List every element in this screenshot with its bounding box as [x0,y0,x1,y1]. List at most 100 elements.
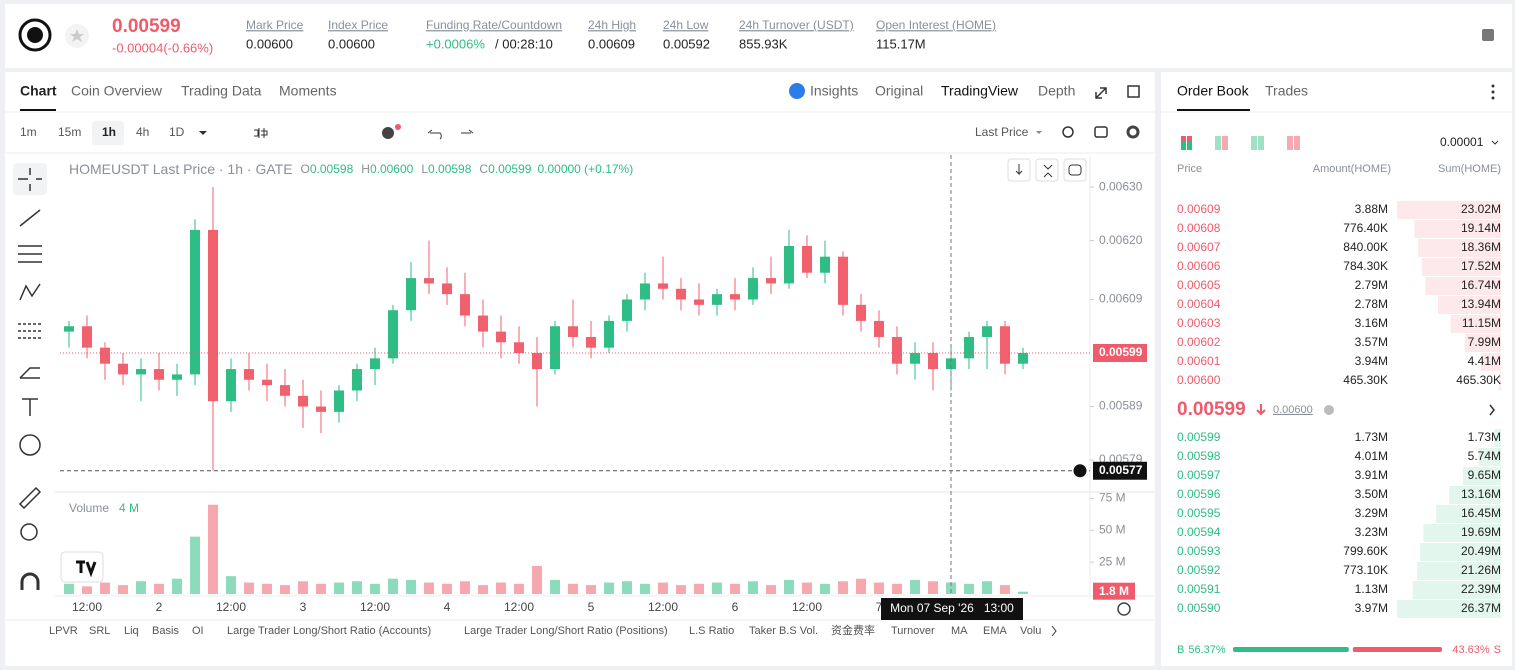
volume-bar [532,565,542,594]
tab[interactable]: Coin Overview [71,83,163,99]
indicator-icon[interactable] [382,127,394,139]
tab[interactable]: Trading Data [181,83,262,99]
emoji-tool[interactable] [19,434,41,456]
book-icon[interactable] [1482,29,1494,41]
interval-caret[interactable] [199,131,207,135]
gear-icon[interactable] [1126,125,1140,139]
view-tab[interactable]: Original [875,83,923,99]
add-alert[interactable] [1072,463,1088,479]
down-arrow [1256,404,1266,416]
indicator[interactable]: LPVR [49,625,78,637]
price-type[interactable]: Last Price [975,125,1029,139]
volume-bar [298,581,308,594]
text-tool[interactable] [22,398,38,416]
candle-body [298,395,308,407]
search-icon[interactable] [1062,126,1074,138]
interval[interactable]: 4h [136,125,149,139]
view-asks[interactable] [1287,136,1300,150]
line-tool[interactable] [19,209,41,227]
candle-body [1018,353,1028,364]
interval[interactable]: 1D [169,125,185,139]
candle-body [424,278,434,284]
camera-icon[interactable] [1094,126,1108,138]
insights-icon [789,83,805,99]
indicator[interactable]: Large Trader Long/Short Ratio (Positions… [464,625,668,637]
stat-value: 0.00592 [663,36,710,51]
logo-dot [27,27,43,43]
ob-sum: 18.36M [1461,240,1501,254]
zoom-tool[interactable] [20,523,38,541]
brush-tool[interactable] [19,367,40,379]
x-tick-label: 7 [876,600,883,614]
stat-label: Open Interest (HOME) [876,18,996,32]
magnet-tool[interactable] [20,572,40,590]
indicator[interactable]: L.S Ratio [689,625,734,637]
undo-redo[interactable] [427,129,474,140]
precision-caret[interactable] [1491,140,1499,145]
view-icon[interactable] [1222,136,1228,150]
depth-bar [1417,562,1501,580]
volume-bar [352,581,362,594]
expand-icon[interactable] [1095,87,1107,99]
volume-bar [82,586,92,594]
candle-body [658,283,668,289]
star-icon [70,29,84,42]
layout-icon[interactable] [1127,85,1140,98]
volume-bar [838,581,848,594]
legend-change: 0.00000 (+0.17%) [537,162,633,176]
candle-type-icon[interactable] [254,128,268,138]
fib-tool[interactable] [18,323,42,339]
candle-body [388,310,398,359]
indicator[interactable]: MA [951,625,968,637]
tab[interactable]: Moments [279,83,337,99]
sell-ratio: 43.63% S [1452,644,1501,656]
legend-value: 0.00598 [310,162,354,176]
indicator[interactable]: Large Trader Long/Short Ratio (Accounts) [227,625,431,637]
indicator[interactable]: SRL [89,625,110,637]
time-tag [881,598,1023,620]
settings-icon[interactable] [1117,602,1131,616]
view-tab[interactable]: Insights [810,83,858,99]
indicator[interactable]: Volu [1020,625,1041,637]
interval[interactable]: 15m [58,125,81,139]
crosshair-tool[interactable] [18,168,42,191]
more-icon[interactable] [1491,96,1495,100]
refresh-glyph [1068,164,1082,176]
logo [18,18,52,52]
indicator[interactable]: Basis [152,625,179,637]
chevron[interactable] [1489,404,1495,416]
tab[interactable]: Chart [20,83,57,99]
channel-tool[interactable] [18,245,42,263]
view-tab[interactable]: TradingView [941,83,1019,99]
view-tab[interactable]: Depth [1038,83,1075,99]
indicator[interactable]: EMA [983,625,1008,637]
interval[interactable]: 1h [102,125,116,139]
indicator[interactable]: Taker B.S Vol. [749,625,818,637]
stat-label: 24h High [588,18,636,32]
volume-bar [136,581,146,594]
sell-bar [1352,647,1442,652]
ob-price: 0.00602 [1177,335,1221,349]
indicator[interactable]: OI [192,625,204,637]
view-bids[interactable] [1251,136,1264,150]
ob-tab[interactable]: Order Book [1177,83,1250,99]
ob-sum: 4.41M [1468,354,1501,368]
indicator[interactable]: 资金费率 [831,623,875,637]
interval[interactable]: 1m [20,125,37,139]
precision[interactable]: 0.00001 [1440,135,1484,149]
ob-amount: 784.30K [1343,259,1388,273]
legend-key: C [479,162,488,176]
ruler-tool[interactable] [18,486,42,510]
pattern-tool[interactable] [19,283,41,301]
refresh-btn[interactable] [1063,158,1087,182]
collapse-btn[interactable] [1035,158,1059,182]
candle-body [208,229,218,402]
x-tick-label: 2 [156,600,163,614]
volume-bar [262,583,272,594]
indicator[interactable]: Liq [124,625,139,637]
legend-key: O [301,162,310,176]
ob-tab[interactable]: Trades [1265,83,1308,99]
ob-sum: 17.52M [1461,259,1501,273]
indicator[interactable]: Turnover [891,625,935,637]
header-bar [5,4,1512,68]
